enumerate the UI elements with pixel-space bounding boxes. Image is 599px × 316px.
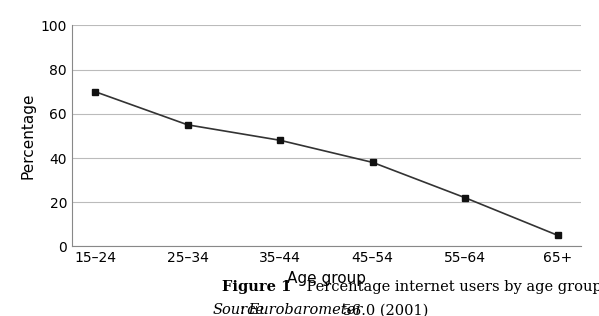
Text: 56.0 (2001): 56.0 (2001) [338,303,429,316]
Text: :: : [239,303,244,316]
Y-axis label: Percentage: Percentage [20,93,35,179]
X-axis label: Age group: Age group [287,271,366,286]
Text: Percentage internet users by age group: Percentage internet users by age group [288,280,599,294]
Text: Eurobarometer: Eurobarometer [244,303,362,316]
Text: Source: Source [213,303,265,316]
Text: Figure 1: Figure 1 [222,280,291,294]
